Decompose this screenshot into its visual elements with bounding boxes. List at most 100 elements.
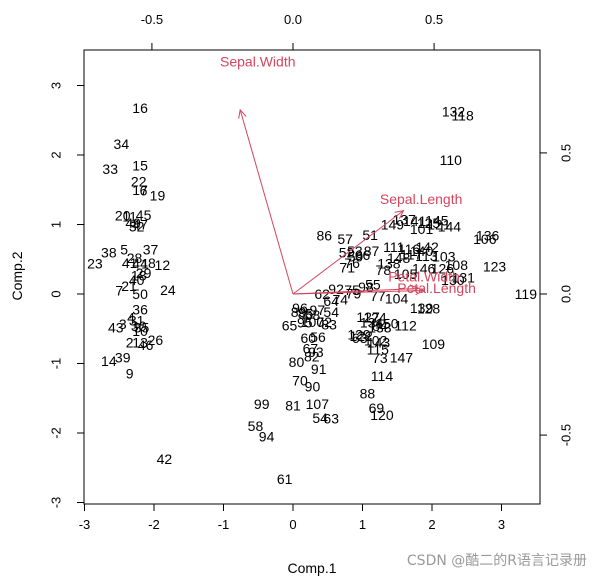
observation-label: 63 [323,410,339,426]
observation-label: 45 [136,207,152,223]
variable-label: Petal.Length [397,280,476,296]
observation-label: 11 [122,208,137,224]
observation-label: 6 [140,183,148,199]
right-tick-label: 0.0 [558,285,573,303]
observation-label: 108 [445,257,469,273]
observation-label: 23 [87,256,103,272]
observation-label: 115 [367,342,390,358]
observation-label: 37 [143,242,159,258]
observation-label: 3 [119,316,127,332]
variable-label: Petal.Width [388,269,460,285]
observation-label: 129 [347,326,371,342]
observation-label: 110 [440,152,463,168]
observation-label: 136 [476,228,500,244]
observation-label: 18 [131,267,147,283]
right-tick-label: 0.5 [558,144,573,162]
observation-label: 50 [132,286,148,302]
observation-label: 34 [114,136,130,152]
observation-label: 101 [410,221,434,237]
observation-label: 102 [364,333,388,349]
observation-label: 124 [363,310,387,326]
observation-label: 39 [115,349,131,365]
observation-label: 16 [132,100,148,116]
observation-label: 122 [349,328,373,344]
observation-label: 148 [387,250,411,266]
observation-label: 41 [122,255,138,271]
observation-label: 72 [316,314,332,330]
observation-label: 10 [132,323,148,339]
x-tick-label: -3 [79,517,91,532]
observation-label: 26 [148,332,164,348]
observation-label: 94 [259,429,275,445]
observation-label: 134 [360,315,384,331]
right-tick-label: -0.5 [558,424,573,446]
observation-label: 64 [323,293,339,309]
observation-label: 91 [311,361,327,377]
observation-label: 62 [314,286,330,302]
observation-label: 125 [417,215,441,231]
variable-arrowhead [238,108,247,119]
variable-arrow [292,210,404,295]
observation-label: 28 [127,250,143,266]
top-tick-label: 0.5 [425,12,443,27]
observation-label: 130 [441,272,465,288]
observation-label: 68 [305,307,321,323]
observation-label: 21 [121,278,137,294]
observation-label: 146 [412,260,436,276]
observation-label: 61 [277,471,293,487]
observation-label: 103 [432,249,456,265]
observation-label: 30 [131,318,147,334]
observation-label: 99 [254,396,270,412]
plot-frame [83,49,541,505]
observation-label: 56 [310,329,326,345]
observation-label: 96 [292,300,308,316]
top-tick-label: -0.5 [141,12,163,27]
observation-label: 8 [148,255,156,271]
y-tick-label: 1 [48,221,63,228]
x-tick-label: -1 [218,517,230,532]
x-tick-label: 1 [359,517,366,532]
observation-label: 85 [298,306,314,322]
observation-label: 127 [356,309,380,325]
observation-label: 58 [248,418,264,434]
observation-label: 43 [108,319,124,335]
observation-label: 5 [120,242,128,258]
observation-label: 54 [323,304,339,320]
observation-label: 145 [425,212,449,228]
observation-label: 29 [136,265,152,281]
observation-label: 105 [394,266,418,282]
observation-label: 4 [127,310,135,326]
observation-label: 14 [101,353,117,369]
observation-label: 132 [442,103,466,119]
y-tick-label: 3 [48,82,63,89]
observation-label: 112 [394,317,417,333]
observation-label: 106 [473,231,497,247]
observation-label: 74 [332,292,348,308]
observation-label: 35 [134,319,150,335]
variable-label: Sepal.Width [220,53,295,69]
observation-label: 93 [308,344,324,360]
observation-label: 80 [289,354,305,370]
observation-label: 1 [141,256,149,272]
variable-vectors: Sepal.Width Sepal.Length Petal.WidthPetal.… [220,53,476,296]
observation-label: 133 [368,319,392,335]
observation-label: 81 [285,397,301,413]
observation-label: 57 [337,231,353,247]
observation-label: 60 [301,330,317,346]
observation-label: 144 [438,219,462,235]
variable-arrow [239,109,294,295]
observation-label: 7 [115,283,123,299]
observation-label: 121 [427,217,451,233]
observation-label: 2 [126,335,134,351]
observation-label: 55 [365,276,381,292]
observation-label: 75 [344,282,360,298]
observation-label: 141 [403,213,427,229]
observation-label: 24 [160,282,176,298]
observation-label: 118 [451,107,474,123]
observation-label: 120 [370,407,394,423]
observation-label: 9 [126,365,134,381]
observation-label: 109 [422,336,446,352]
observation-label: 78 [376,262,392,278]
observation-label: 111 [383,239,404,255]
